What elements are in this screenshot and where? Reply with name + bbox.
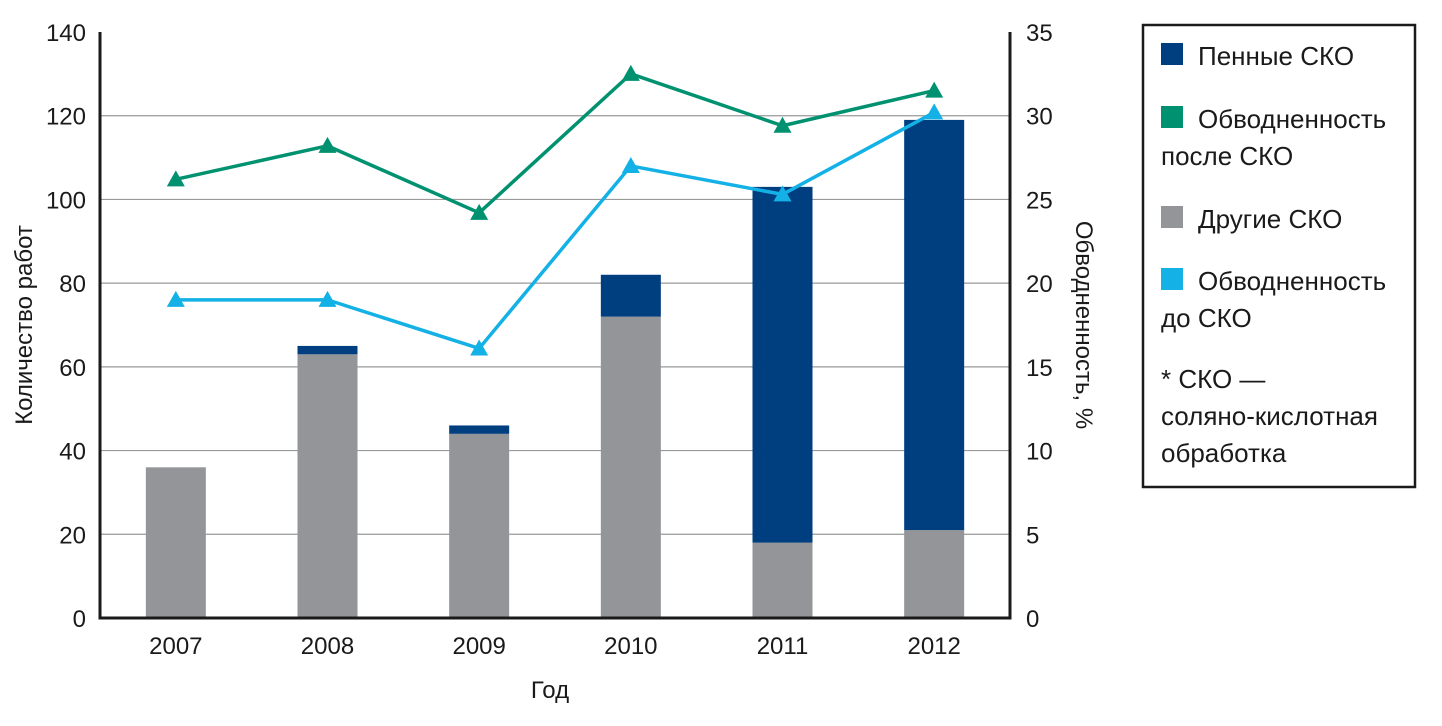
line-point — [166, 290, 185, 307]
grid — [100, 115, 1010, 535]
y-tick-label: 100 — [46, 187, 86, 214]
legend-swatch — [1161, 43, 1183, 65]
y2-tick-label: 5 — [1026, 522, 1039, 549]
axes: 0 20 40 60 80 100 120 140 0 5 10 15 20 25 30 35 2007 2008… — [46, 20, 1053, 660]
legend-label: после СКО — [1161, 141, 1293, 171]
line-point — [621, 64, 640, 81]
legend-swatch — [1161, 106, 1183, 128]
y-tick-label: 120 — [46, 104, 86, 131]
legend-swatch — [1161, 268, 1183, 290]
series-line — [175, 72, 935, 215]
bar — [600, 316, 661, 618]
y2-tick-label: 30 — [1026, 104, 1053, 131]
legend-box — [1141, 23, 1417, 489]
bar — [752, 186, 813, 543]
y-tick-label: 80 — [59, 271, 86, 298]
bar — [449, 433, 510, 618]
legend-note: обработка — [1161, 438, 1287, 468]
x-tick-label: 2008 — [301, 633, 354, 660]
y-tick-label: 140 — [46, 20, 86, 47]
lines — [166, 64, 944, 356]
bar — [752, 542, 813, 618]
y2-tick-label: 35 — [1026, 20, 1053, 47]
legend-label: Пенные СКО — [1198, 41, 1354, 71]
y-tick-label: 60 — [59, 355, 86, 382]
bar — [297, 345, 358, 355]
legend-swatch — [1161, 206, 1183, 228]
legend-label: Обводненность — [1198, 104, 1386, 134]
y-tick-label: 40 — [59, 439, 86, 466]
line-point — [621, 156, 640, 173]
bar — [904, 119, 965, 531]
bars — [145, 119, 965, 618]
x-axis-title: Год — [531, 677, 569, 704]
legend-label: Другие СКО — [1198, 204, 1342, 234]
bar — [449, 425, 510, 434]
x-tick-label: 2011 — [757, 633, 809, 660]
legend-note: * СКО — — [1161, 364, 1265, 394]
y2-tick-label: 15 — [1026, 355, 1053, 382]
y2-tick-label: 0 — [1026, 606, 1039, 633]
x-tick-label: 2007 — [149, 633, 202, 660]
y-axis-title: Количество работ — [11, 225, 38, 425]
series-line — [175, 110, 935, 351]
line-point — [318, 136, 337, 153]
bar — [297, 354, 358, 618]
legend: Пенные СКО Обводненность после СКО Другие С… — [1141, 23, 1417, 489]
y2-tick-label: 25 — [1026, 187, 1053, 214]
x-tick-label: 2012 — [907, 633, 960, 660]
line-point — [166, 170, 185, 187]
y2-tick-label: 10 — [1026, 439, 1053, 466]
bar — [904, 530, 965, 618]
legend-label: Обводненность — [1198, 266, 1386, 296]
line-point — [470, 203, 489, 220]
line-point — [773, 185, 792, 202]
legend-note: соляно-кислотная — [1161, 401, 1378, 431]
x-tick-label: 2009 — [452, 633, 505, 660]
line-point — [470, 339, 489, 356]
bar — [145, 467, 206, 618]
x-tick-label: 2010 — [604, 633, 657, 660]
y-tick-label: 0 — [73, 606, 86, 633]
line-point — [925, 81, 944, 98]
line-point — [925, 103, 944, 120]
y-tick-label: 20 — [59, 522, 86, 549]
legend-label: до СКО — [1161, 303, 1252, 333]
line-point — [318, 290, 337, 307]
y2-axis-title: Обводненность, % — [1070, 221, 1097, 429]
line-point — [773, 116, 792, 133]
bar — [600, 274, 661, 317]
y2-tick-label: 20 — [1026, 271, 1053, 298]
